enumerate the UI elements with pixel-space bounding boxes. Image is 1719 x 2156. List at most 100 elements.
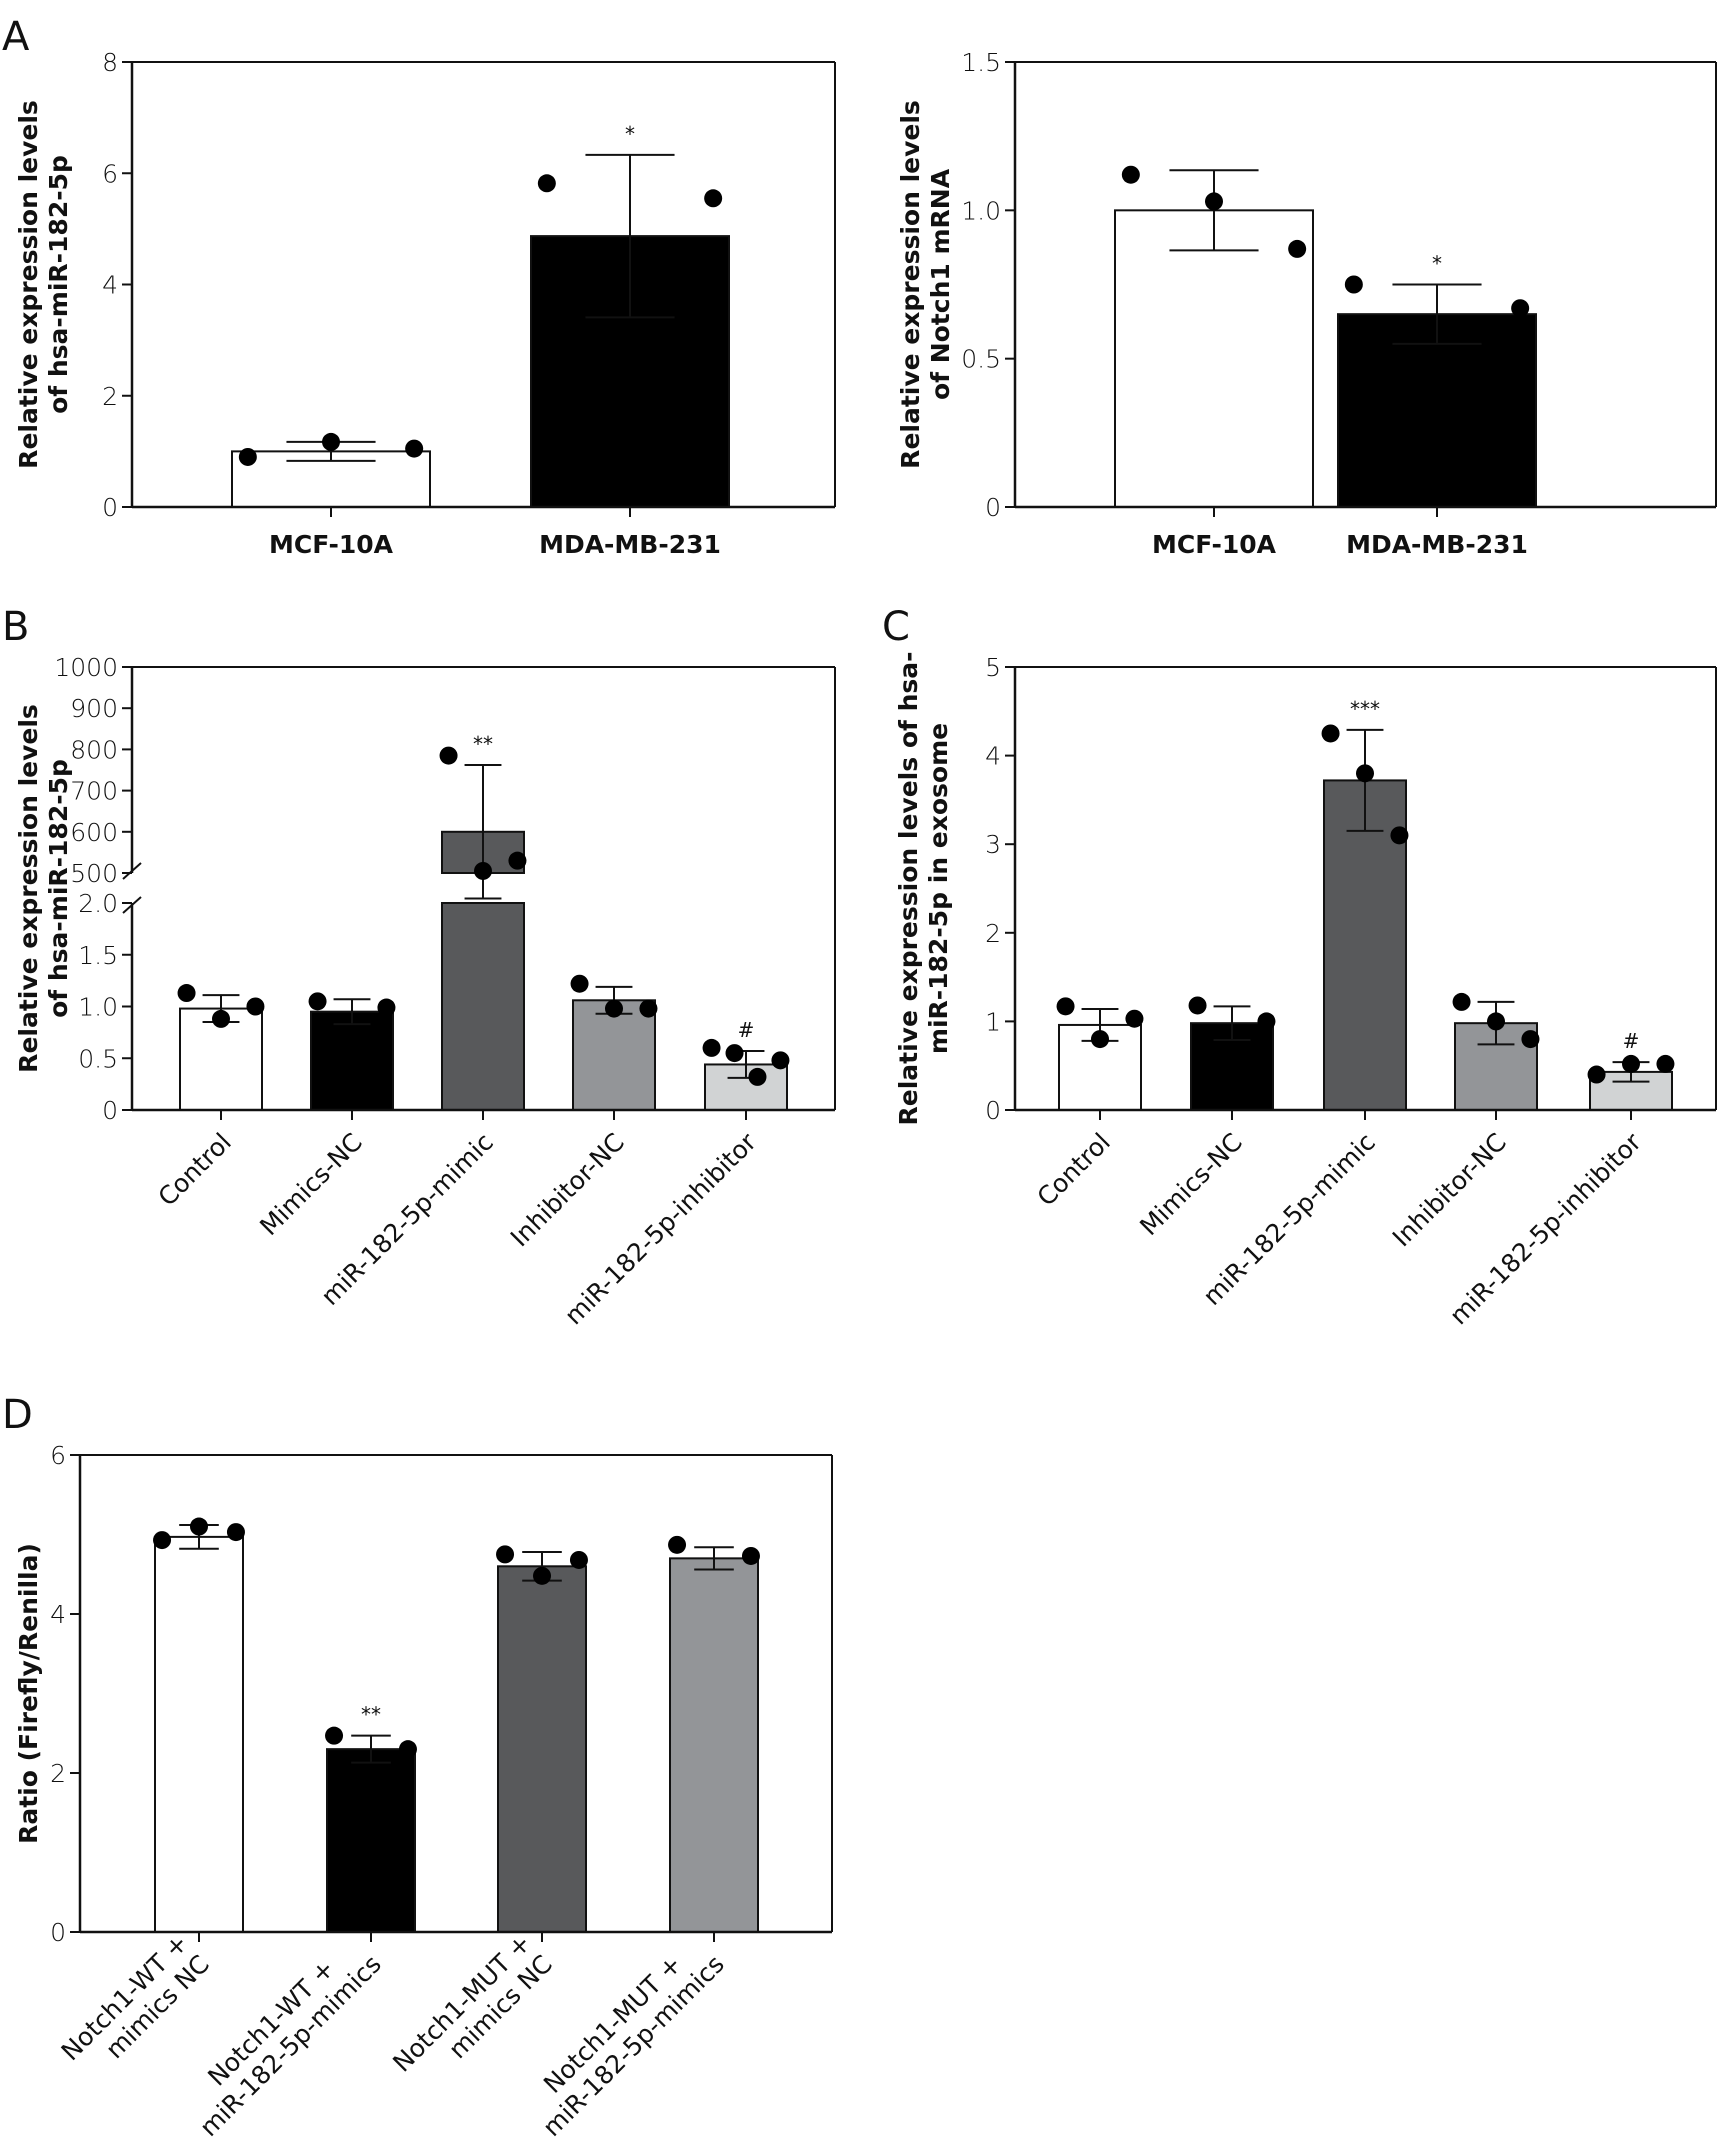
y-tick-label: 6: [102, 159, 118, 188]
data-point: [405, 439, 424, 458]
y-tick-label: 6: [50, 1441, 66, 1470]
y-tick-label: 5: [985, 653, 1001, 682]
data-point: [1125, 1009, 1144, 1028]
y-tick-label: 2: [50, 1759, 66, 1788]
y-tick-label: 1.0: [78, 993, 118, 1022]
data-point: [725, 1044, 744, 1063]
x-category-label: miR-182-5p-mimics: [194, 1949, 387, 2142]
bar: [441, 902, 525, 1111]
y-tick-label: 0: [102, 1096, 118, 1125]
data-point: [1587, 1065, 1606, 1084]
data-point: [1622, 1054, 1640, 1073]
y-axis-label: Relative expression levels: [14, 704, 43, 1073]
data-point: [190, 1517, 208, 1536]
bar: [1337, 313, 1537, 508]
data-point: [537, 174, 556, 193]
data-point: [474, 861, 492, 880]
data-point: [496, 1545, 515, 1564]
data-point: [1188, 996, 1207, 1015]
data-point: [771, 1051, 790, 1070]
bar: [310, 1010, 394, 1111]
data-point: [1321, 724, 1340, 743]
y-tick-label: 4: [985, 742, 1001, 771]
chart-panel-a2: * 0 0.5 1.0 1.5 Relative expression levels of …: [896, 48, 1717, 559]
y-tick-label: 1000: [54, 653, 118, 682]
significance-label: ***: [1350, 697, 1380, 721]
data-point: [1487, 1012, 1505, 1031]
significance-label: *: [625, 122, 635, 146]
data-point: [226, 1523, 245, 1542]
y-axis-label: Relative expression levels of hsa-: [894, 652, 923, 1126]
data-point: [308, 992, 327, 1011]
data-point: [508, 851, 527, 870]
y-tick-label: 2: [985, 919, 1001, 948]
bar: [497, 1565, 587, 1934]
chart-panel-a: A * 0 2 4 6 8 Relative expression levels of hsa-…: [2, 14, 836, 559]
data-point: [1205, 192, 1223, 211]
data-point: [605, 999, 623, 1018]
bar: [669, 1557, 759, 1933]
data-point: [212, 1009, 230, 1028]
y-tick-label: 0: [102, 493, 118, 522]
data-point: [322, 432, 340, 451]
y-tick-label: 4: [102, 271, 118, 300]
data-point: [398, 1740, 417, 1759]
x-category-label: miR-182-5p-mimics: [537, 1949, 730, 2142]
y-tick-label: 800: [70, 735, 118, 764]
significance-label: *: [1432, 252, 1442, 276]
y-tick-label: 0.5: [78, 1044, 118, 1073]
data-point: [569, 1550, 588, 1569]
data-point: [639, 999, 658, 1018]
y-tick-label: 0: [50, 1918, 66, 1947]
x-category-label: MDA-MB-231: [539, 530, 721, 559]
data-point: [246, 997, 265, 1016]
y-tick-label: 900: [70, 694, 118, 723]
x-category-label: Mimics-NC: [1134, 1127, 1248, 1241]
data-point: [1121, 165, 1140, 184]
x-category-label: Mimics-NC: [254, 1127, 368, 1241]
y-axis-label: miR-182-5p in exosome: [924, 723, 953, 1054]
y-tick-label: 1.5: [961, 48, 1001, 77]
y-tick-label: 1.0: [961, 196, 1001, 225]
axis-break-mark: [122, 896, 142, 914]
bar: [1114, 209, 1314, 508]
y-tick-label: 1.5: [78, 941, 118, 970]
data-point: [704, 189, 723, 208]
data-point: [377, 998, 396, 1017]
y-tick-label: 4: [50, 1600, 66, 1629]
y-tick-label: 700: [70, 777, 118, 806]
y-axis-label: of hsa-miR-182-5p: [44, 759, 73, 1018]
y-axis-label: of hsa-miR-182-5p: [44, 155, 73, 414]
bar: [154, 1535, 244, 1933]
data-point: [1288, 239, 1307, 258]
x-category-label: Control: [1031, 1127, 1115, 1211]
chart-panel-c: C *** #0 1 2 3 4 5 Relative expression levels of…: [882, 604, 1717, 1330]
data-point: [1344, 275, 1363, 294]
y-axis-label: of Notch1 mRNA: [926, 168, 955, 400]
data-point: [325, 1726, 344, 1745]
data-point: [1511, 299, 1530, 318]
data-point: [238, 447, 257, 466]
panel-label: A: [2, 14, 30, 60]
data-point: [748, 1067, 767, 1086]
x-category-label: Inhibitor-NC: [505, 1127, 630, 1252]
data-point: [570, 974, 589, 993]
bar: [572, 999, 656, 1111]
y-axis-label: Ratio (Firefly/Renilla): [14, 1543, 43, 1844]
panel-label: B: [2, 604, 29, 650]
panel-label: C: [882, 604, 910, 650]
data-point: [153, 1531, 172, 1550]
y-tick-label: 0: [985, 1096, 1001, 1125]
axis-break-mark: [122, 862, 142, 880]
data-point: [177, 984, 196, 1003]
bar: [326, 1748, 416, 1934]
data-point: [1521, 1030, 1540, 1049]
data-point: [1390, 826, 1409, 845]
y-tick-label: 2: [102, 382, 118, 411]
data-point: [1452, 992, 1471, 1011]
significance-label: **: [361, 1703, 381, 1727]
data-point: [533, 1566, 551, 1585]
